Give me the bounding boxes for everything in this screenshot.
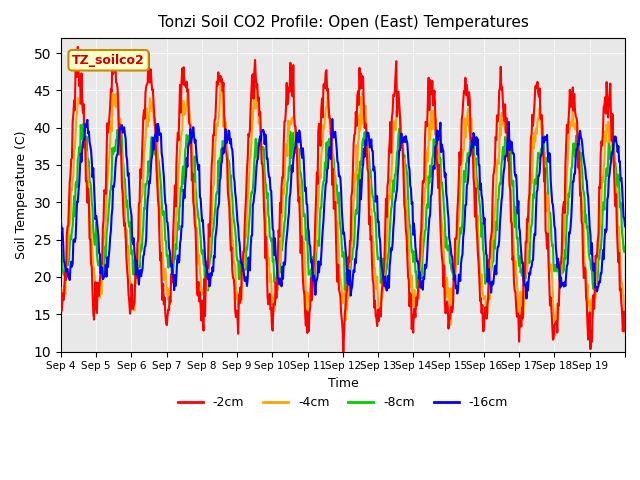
Y-axis label: Soil Temperature (C): Soil Temperature (C) (15, 131, 28, 259)
Text: TZ_soilco2: TZ_soilco2 (72, 54, 145, 67)
X-axis label: Time: Time (328, 377, 358, 390)
Title: Tonzi Soil CO2 Profile: Open (East) Temperatures: Tonzi Soil CO2 Profile: Open (East) Temp… (157, 15, 529, 30)
Legend: -2cm, -4cm, -8cm, -16cm: -2cm, -4cm, -8cm, -16cm (173, 391, 513, 414)
